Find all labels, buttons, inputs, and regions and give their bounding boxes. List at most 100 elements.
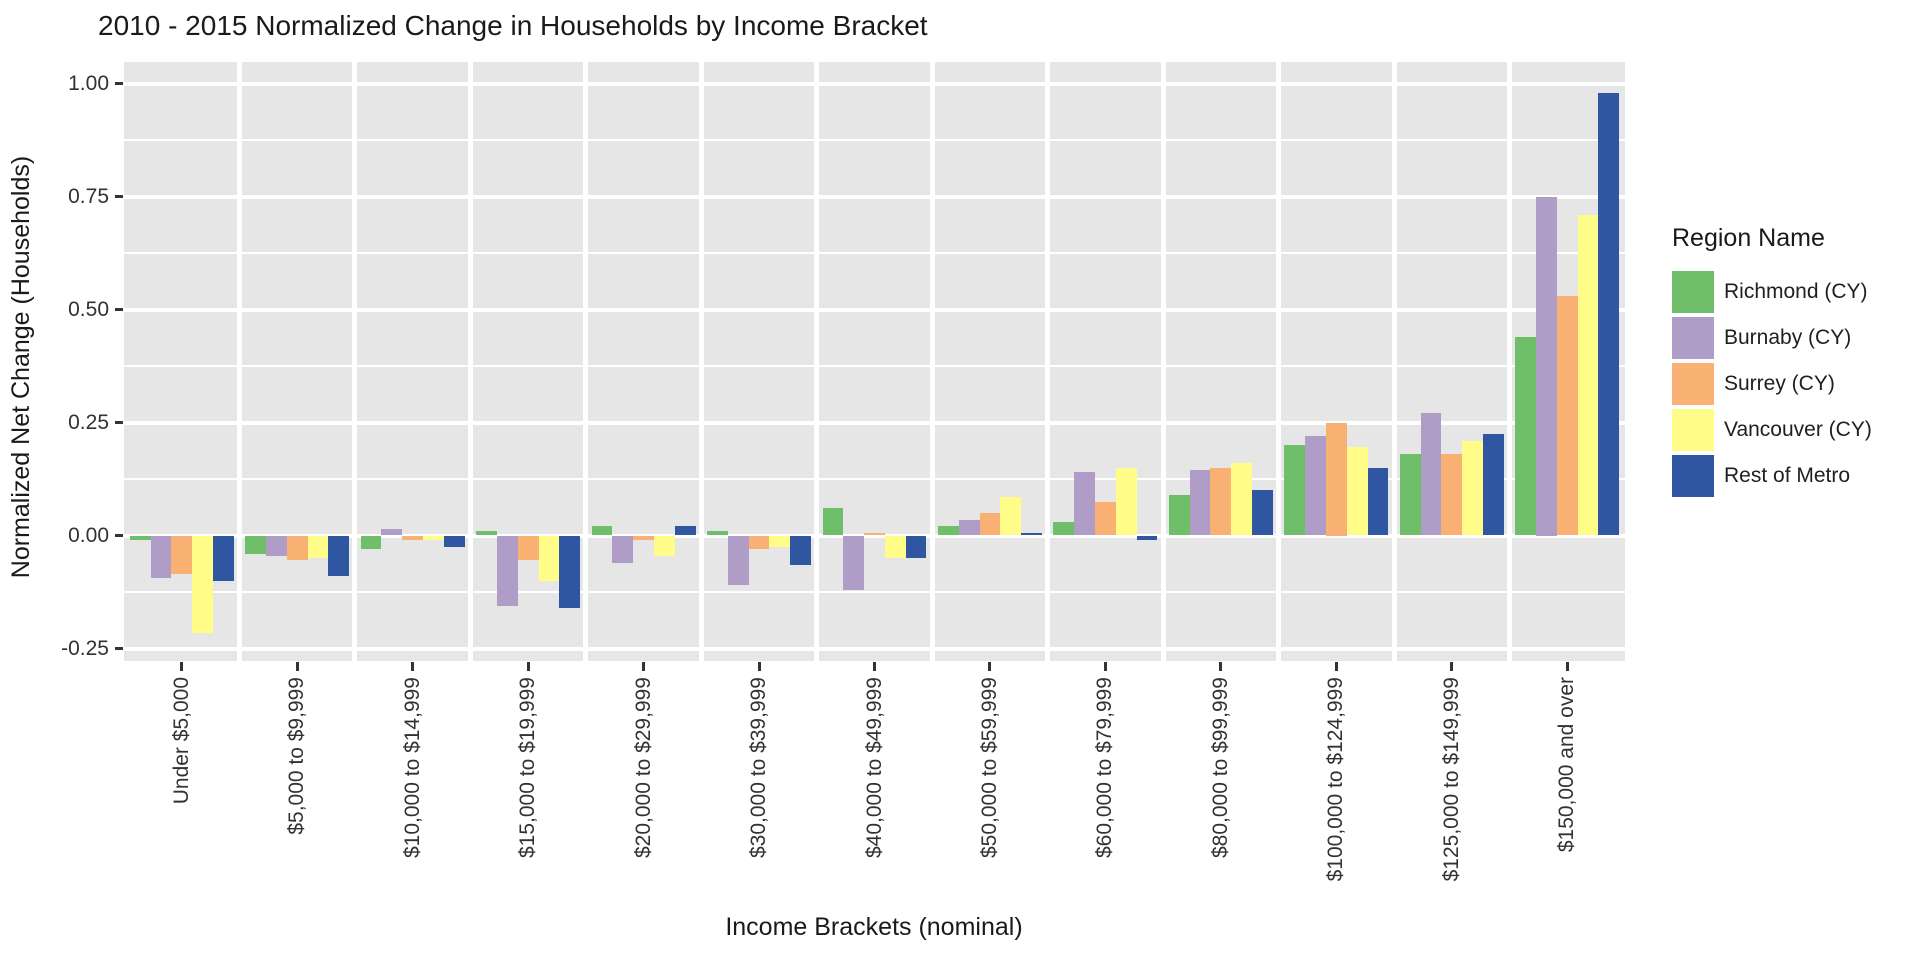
bar-burnaby-cy	[1074, 472, 1096, 536]
bar-vancouver-cy	[1000, 497, 1022, 536]
y-tick-label: -0.25	[61, 636, 109, 660]
bar-rest-of-metro	[1136, 535, 1158, 541]
bar-rest-of-metro	[1482, 433, 1504, 536]
x-tick	[1103, 662, 1107, 671]
bar-burnaby-cy	[1189, 469, 1211, 536]
legend-item: Rest of Metro	[1672, 455, 1872, 497]
x-tick-label: $10,000 to $14,999	[400, 677, 424, 859]
bar-surrey-cy	[1556, 295, 1578, 536]
bar-burnaby-cy	[1420, 413, 1442, 536]
x-tick-label: $30,000 to $39,999	[747, 677, 771, 859]
bar-richmond-cy	[938, 526, 959, 536]
legend-swatch	[1672, 363, 1714, 405]
legend-label: Burnaby (CY)	[1724, 326, 1852, 349]
bar-surrey-cy	[517, 535, 539, 561]
plot-panel	[124, 62, 1625, 661]
legend-label: Surrey (CY)	[1724, 372, 1835, 395]
gridline-vertical	[352, 62, 358, 661]
y-tick	[115, 647, 123, 650]
gridline-major	[124, 420, 1625, 425]
bar-rest-of-metro	[1252, 490, 1273, 536]
gridline-major	[124, 307, 1625, 312]
x-tick	[411, 662, 415, 671]
bar-rest-of-metro	[559, 535, 581, 608]
bar-rest-of-metro	[905, 535, 927, 559]
bar-burnaby-cy	[381, 528, 403, 536]
bar-richmond-cy	[129, 535, 151, 541]
x-tick	[988, 662, 992, 671]
x-tick-label: $40,000 to $49,999	[862, 677, 886, 859]
gridline-vertical	[814, 62, 820, 661]
x-tick	[295, 662, 299, 671]
y-tick-label: 0.75	[68, 184, 109, 208]
x-tick-label: $20,000 to $29,999	[631, 677, 655, 859]
bar-vancouver-cy	[423, 535, 444, 541]
bar-surrey-cy	[748, 535, 770, 550]
gridline-vertical	[698, 62, 704, 661]
gridline-major	[124, 646, 1625, 651]
bar-vancouver-cy	[769, 535, 791, 547]
y-tick	[115, 195, 123, 198]
bar-richmond-cy	[591, 526, 613, 536]
x-tick-label: $150,000 and over	[1555, 677, 1579, 853]
x-tick	[180, 662, 184, 671]
gridline-vertical	[236, 62, 242, 661]
x-tick	[1565, 662, 1569, 671]
bar-rest-of-metro	[1367, 467, 1389, 536]
bar-surrey-cy	[1325, 422, 1347, 536]
bar-rest-of-metro	[212, 535, 234, 581]
bar-richmond-cy	[245, 535, 267, 554]
gridline-vertical	[1045, 62, 1051, 661]
x-tick-label: $5,000 to $9,999	[285, 677, 309, 835]
x-tick-label: $125,000 to $149,999	[1439, 677, 1463, 882]
x-tick-label: $15,000 to $19,999	[516, 677, 540, 859]
bar-surrey-cy	[171, 535, 193, 574]
bar-richmond-cy	[1053, 521, 1075, 536]
gridline-minor	[124, 139, 1625, 141]
legend-label: Rest of Metro	[1724, 464, 1851, 487]
bar-vancouver-cy	[1462, 440, 1483, 536]
legend-label: Vancouver (CY)	[1724, 418, 1872, 441]
bar-richmond-cy	[476, 530, 497, 536]
bar-vancouver-cy	[653, 535, 675, 556]
gridline-vertical	[1160, 62, 1166, 661]
legend-title: Region Name	[1672, 224, 1825, 252]
bar-richmond-cy	[707, 530, 728, 536]
legend-item: Vancouver (CY)	[1672, 409, 1872, 451]
bar-richmond-cy	[1399, 454, 1421, 536]
bar-burnaby-cy	[266, 535, 287, 556]
bar-rest-of-metro	[328, 535, 350, 577]
legend-item: Surrey (CY)	[1672, 363, 1872, 405]
bar-vancouver-cy	[1346, 447, 1368, 536]
y-tick	[115, 421, 123, 424]
legend-swatch	[1672, 455, 1714, 497]
y-axis-title: Normalized Net Change (Households)	[7, 155, 35, 579]
bar-rest-of-metro	[790, 535, 811, 565]
bar-vancouver-cy	[1231, 463, 1253, 536]
legend-swatch	[1672, 271, 1714, 313]
legend-item: Burnaby (CY)	[1672, 317, 1872, 359]
bar-richmond-cy	[360, 535, 382, 550]
x-tick-label: $80,000 to $99,999	[1208, 677, 1232, 859]
y-tick-label: 0.50	[68, 297, 109, 321]
x-tick	[526, 662, 530, 671]
gridline-minor	[124, 252, 1625, 254]
legend: Region Name Richmond (CY) Burnaby (CY) Sur…	[1672, 224, 1872, 501]
y-tick-label: 0.25	[68, 410, 109, 434]
legend-label: Richmond (CY)	[1724, 280, 1868, 303]
gridline-vertical	[929, 62, 935, 661]
gridline-major	[124, 194, 1625, 199]
bar-surrey-cy	[1210, 467, 1232, 536]
x-tick	[757, 662, 761, 671]
bar-vancouver-cy	[1115, 467, 1137, 536]
chart-title: 2010 - 2015 Normalized Change in Househo…	[98, 10, 928, 41]
bar-vancouver-cy	[192, 535, 213, 633]
bar-surrey-cy	[286, 535, 308, 561]
gridline-vertical	[467, 62, 473, 661]
bar-burnaby-cy	[496, 535, 518, 606]
y-tick	[115, 308, 123, 311]
x-tick	[1450, 662, 1454, 671]
y-tick	[115, 82, 123, 85]
bar-burnaby-cy	[1305, 436, 1326, 536]
legend-swatch	[1672, 409, 1714, 451]
